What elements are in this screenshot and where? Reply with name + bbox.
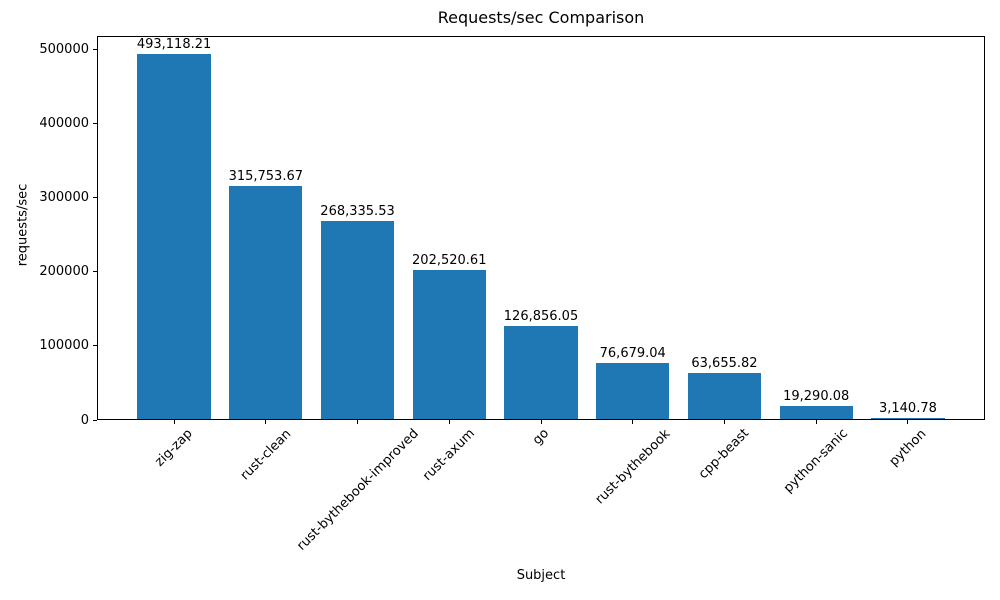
x-tick-label-python: python [886, 426, 930, 469]
y-tick-label-100000: 100000 [39, 338, 89, 354]
x-tick-cpp-beast [723, 420, 725, 424]
bar-rust-bythebook [596, 363, 670, 420]
x-tick-label-zig-zap: zig-zap [152, 426, 196, 470]
bar-python [871, 417, 945, 420]
x-tick-label-python-sanic: python-sanic [781, 426, 852, 497]
bar-rust-axum [412, 269, 486, 420]
y-tick-100000 [93, 345, 97, 347]
bar-value-cpp-beast: 63,655.82 [691, 355, 758, 371]
y-tick-label-400000: 400000 [39, 115, 89, 131]
chart-title: Requests/sec Comparison [437, 8, 645, 27]
y-tick-0 [93, 419, 97, 421]
y-axis-label: requests/sec [15, 183, 31, 267]
y-tick-500000 [93, 48, 97, 50]
x-tick-python [907, 420, 909, 424]
y-tick-label-300000: 300000 [39, 190, 89, 205]
bar-zig-zap [137, 54, 211, 420]
y-tick-200000 [93, 271, 97, 273]
x-tick-label-rust-clean: rust-clean [237, 426, 295, 483]
x-tick-rust-bythebook-improved [357, 420, 359, 424]
bar-value-python-sanic: 19,290.08 [783, 388, 850, 404]
x-tick-label-go: go [529, 426, 553, 449]
x-tick-go [540, 420, 542, 424]
y-tick-300000 [93, 197, 97, 198]
bar-value-rust-clean: 315,753.67 [228, 168, 303, 184]
bar-go [504, 325, 578, 420]
bar-value-rust-bythebook: 76,679.04 [599, 346, 666, 362]
y-tick-label-0: 0 [80, 412, 89, 428]
y-tick-400000 [93, 122, 97, 124]
bar-value-zig-zap: 493,118.21 [136, 37, 212, 53]
x-tick-zig-zap [173, 420, 175, 424]
x-tick-rust-bythebook [632, 420, 634, 424]
bar-rust-bythebook-improved [320, 220, 395, 420]
x-tick-label-rust-axum: rust-axum [420, 426, 479, 485]
bar-value-rust-axum: 202,520.61 [412, 252, 487, 268]
x-tick-label-cpp-beast: cpp-beast [696, 426, 753, 483]
x-axis-label: Subject [516, 568, 566, 583]
x-tick-label-rust-bythebook-improved: rust-bythebook-improved [293, 426, 422, 554]
x-tick-label-rust-bythebook: rust-bythebook [592, 426, 674, 507]
x-tick-rust-axum [448, 420, 450, 424]
bar-python-sanic [779, 405, 853, 420]
y-tick-label-500000: 500000 [39, 41, 89, 57]
bar-rust-clean [229, 185, 303, 420]
bar-value-python: 3,140.78 [878, 400, 937, 416]
bar-value-go: 126,856.05 [503, 308, 579, 324]
y-tick-label-200000: 200000 [39, 264, 89, 280]
bar-cpp-beast [687, 372, 762, 420]
x-tick-rust-clean [265, 420, 267, 424]
x-tick-python-sanic [815, 420, 817, 424]
bar-value-rust-bythebook-improved: 268,335.53 [320, 203, 395, 219]
